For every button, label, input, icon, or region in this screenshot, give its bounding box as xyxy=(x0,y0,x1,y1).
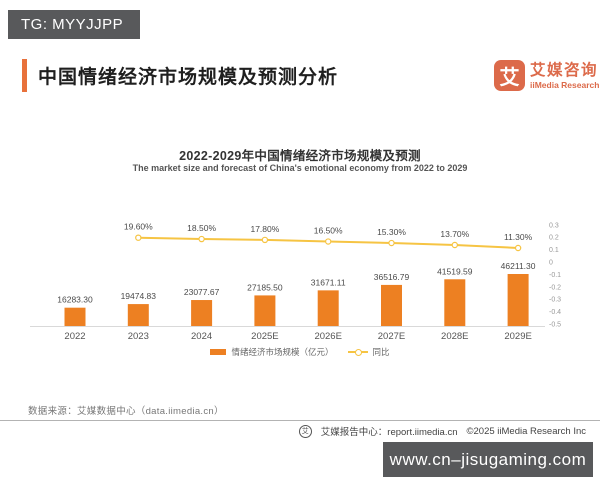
svg-text:27185.50: 27185.50 xyxy=(247,282,283,292)
x-axis-labels: 2022 2023 2024 2025E 2026E 2027E 2028E 2029E xyxy=(64,331,531,342)
chart-subtitle: The market size and forecast of China's … xyxy=(132,163,468,173)
iimedia-footer-icon: 艾 xyxy=(298,424,312,438)
bar-value-labels: 16283.30 19474.83 23077.67 27185.50 31671.11… xyxy=(57,261,536,305)
legend-line-label: 同比 xyxy=(372,347,390,357)
svg-text:46211.30: 46211.30 xyxy=(501,261,536,271)
svg-text:2024: 2024 xyxy=(191,331,212,342)
svg-text:19474.83: 19474.83 xyxy=(121,291,157,301)
svg-text:15.30%: 15.30% xyxy=(377,227,406,237)
svg-text:2027E: 2027E xyxy=(378,331,405,342)
svg-text:2025E: 2025E xyxy=(251,331,278,342)
yoy-line-group xyxy=(135,234,522,252)
svg-text:2026E: 2026E xyxy=(314,331,341,342)
data-source: 数据来源：艾媒数据中心（data.iimedia.cn） xyxy=(28,406,224,417)
svg-text:2029E: 2029E xyxy=(504,331,531,342)
chart-title: 2022-2029年中国情绪经济市场规模及预测 xyxy=(179,149,421,163)
svg-text:19.60%: 19.60% xyxy=(124,222,153,232)
svg-text:16283.30: 16283.30 xyxy=(57,295,93,305)
website-watermark-bar: www.cn–jisugaming.com xyxy=(383,442,593,477)
svg-text:0.2: 0.2 xyxy=(549,235,559,242)
legend-bar-label: 情绪经济市场规模（亿元） xyxy=(231,347,334,357)
svg-text:23077.67: 23077.67 xyxy=(184,287,220,297)
logo-name-en: iiMedia Research xyxy=(530,80,600,90)
iimedia-logo: 艾 艾媒咨询 iiMedia Research xyxy=(494,60,599,91)
page-title: 中国情绪经济市场规模及预测分析 xyxy=(38,67,339,88)
svg-text:-0.3: -0.3 xyxy=(549,297,561,304)
svg-text:18.50%: 18.50% xyxy=(187,223,216,233)
legend-item-yoy: 同比 xyxy=(347,346,390,358)
svg-text:-0.5: -0.5 xyxy=(549,322,561,329)
svg-text:-0.1: -0.1 xyxy=(549,272,561,279)
copyright-text: ©2025 iiMedia Research Inc xyxy=(466,425,586,437)
svg-text:11.30%: 11.30% xyxy=(504,232,533,242)
svg-text:0.1: 0.1 xyxy=(549,247,559,254)
svg-text:0: 0 xyxy=(549,260,553,267)
legend-item-market-size: 情绪经济市场规模（亿元） xyxy=(210,346,334,358)
svg-text:13.70%: 13.70% xyxy=(440,229,469,239)
right-axis-ticks: 0.3 0.2 0.1 0 -0.1 -0.2 -0.3 -0.4 -0.5 xyxy=(549,222,561,328)
svg-text:16.50%: 16.50% xyxy=(314,226,343,236)
svg-text:2023: 2023 xyxy=(128,331,149,342)
svg-text:0.3: 0.3 xyxy=(549,222,559,229)
report-footer: 艾 艾媒报告中心：report.iimedia.cn ©2025 iiMedia… xyxy=(298,424,586,438)
footer-divider xyxy=(0,420,600,421)
svg-text:-0.2: -0.2 xyxy=(549,284,561,291)
bars-group xyxy=(64,274,529,326)
svg-text:41519.59: 41519.59 xyxy=(437,266,473,276)
report-center-text: 艾媒报告中心：report.iimedia.cn xyxy=(320,427,458,438)
yoy-point-labels: 19.60% 18.50% 17.80% 16.50% 15.30% 13.70% 11.3… xyxy=(124,222,533,242)
svg-text:36516.79: 36516.79 xyxy=(374,272,410,282)
legend-line-swatch-icon xyxy=(347,348,368,356)
iimedia-logo-icon: 艾 xyxy=(494,60,525,91)
svg-text:2022: 2022 xyxy=(64,331,85,342)
svg-text:17.80%: 17.80% xyxy=(250,224,279,234)
chart-legend: 情绪经济市场规模（亿元） 同比 xyxy=(0,346,600,358)
iimedia-logo-text: 艾媒咨询 iiMedia Research xyxy=(530,60,599,90)
svg-text:-0.4: -0.4 xyxy=(549,309,561,316)
svg-text:2028E: 2028E xyxy=(441,331,468,342)
legend-bar-swatch-icon xyxy=(210,349,227,355)
tg-watermark-badge: TG: MYYJJPP xyxy=(8,10,140,39)
logo-name-cn: 艾媒咨询 xyxy=(530,62,599,79)
svg-text:31671.11: 31671.11 xyxy=(311,277,346,287)
title-accent-bar xyxy=(22,59,27,92)
